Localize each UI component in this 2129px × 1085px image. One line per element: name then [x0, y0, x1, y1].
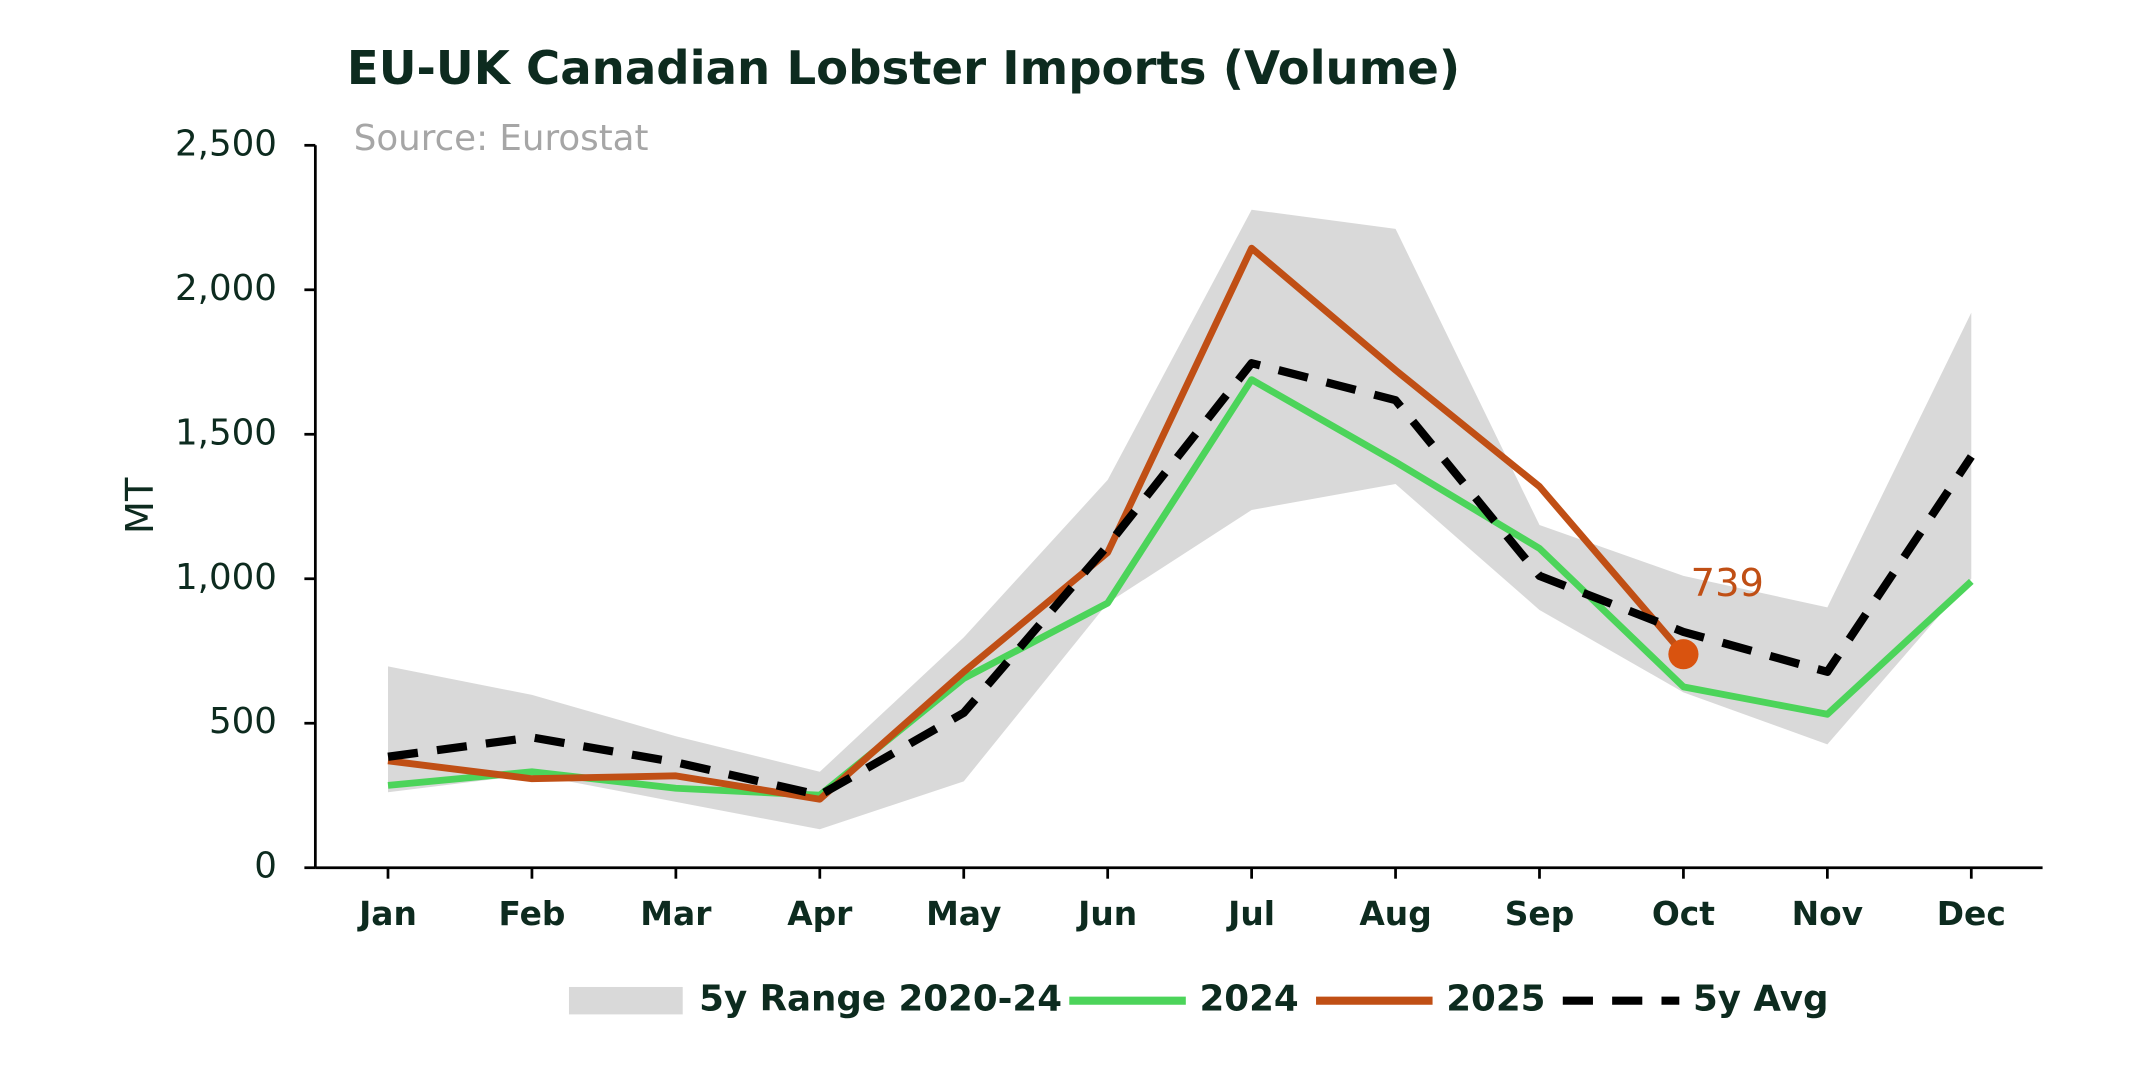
- y-axis-label: MT: [118, 477, 163, 534]
- range-band: [388, 209, 1972, 830]
- series-line: [387, 244, 1687, 803]
- y-tick-label: 0: [254, 846, 277, 887]
- legend-label: 2025: [1446, 979, 1545, 1020]
- chart-title: EU-UK Canadian Lobster Imports (Volume): [347, 41, 1460, 95]
- x-tick-label: May: [926, 894, 1001, 933]
- y-tick-label: 2,000: [175, 268, 277, 309]
- x-tick-label: Aug: [1359, 894, 1431, 933]
- chart-subtitle: Source: Eurostat: [354, 118, 649, 159]
- legend-label: 2024: [1200, 979, 1299, 1020]
- x-tick-label: Jun: [1076, 894, 1137, 933]
- y-tick-label: 500: [209, 701, 277, 742]
- y-tick-label: 2,500: [175, 123, 277, 164]
- y-tick-label: 1,500: [175, 412, 277, 453]
- x-tick-label: Nov: [1792, 894, 1864, 933]
- x-tick-label: Dec: [1937, 894, 2006, 933]
- series-line: [387, 359, 1975, 800]
- series-line: [387, 376, 1974, 799]
- legend-label: 5y Avg: [1693, 979, 1828, 1020]
- x-tick-label: Oct: [1652, 894, 1715, 933]
- x-tick-label: Feb: [498, 894, 565, 933]
- x-tick-label: Jul: [1226, 894, 1275, 933]
- x-tick-label: Apr: [787, 894, 853, 933]
- x-tick-label: Sep: [1505, 894, 1575, 933]
- x-tick-label: Mar: [640, 894, 712, 933]
- value-label: 739: [1691, 561, 1764, 606]
- x-tick-label: Jan: [357, 894, 417, 933]
- legend-label: 5y Range 2020-24: [699, 979, 1062, 1020]
- y-tick-label: 1,000: [175, 557, 277, 598]
- legend-swatch: [568, 986, 683, 1015]
- last-point: [1668, 639, 1699, 670]
